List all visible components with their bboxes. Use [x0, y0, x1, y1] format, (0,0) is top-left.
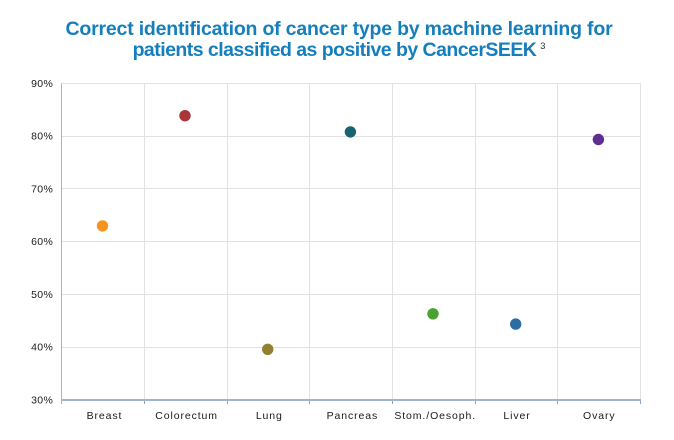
svg-text:Lung: Lung	[256, 410, 283, 422]
svg-text:90%: 90%	[31, 78, 53, 90]
svg-text:Breast: Breast	[87, 410, 123, 422]
svg-text:70%: 70%	[31, 183, 53, 195]
svg-text:Stom./Oesoph.: Stom./Oesoph.	[394, 410, 476, 422]
svg-text:40%: 40%	[31, 342, 53, 354]
svg-text:30%: 30%	[31, 394, 53, 406]
svg-text:Colorectum: Colorectum	[155, 410, 218, 422]
svg-text:Liver: Liver	[503, 410, 530, 422]
svg-text:Pancreas: Pancreas	[327, 410, 379, 422]
svg-text:50%: 50%	[31, 289, 53, 301]
svg-text:Ovary: Ovary	[583, 410, 616, 422]
svg-text:80%: 80%	[31, 131, 53, 143]
svg-text:60%: 60%	[31, 236, 53, 248]
